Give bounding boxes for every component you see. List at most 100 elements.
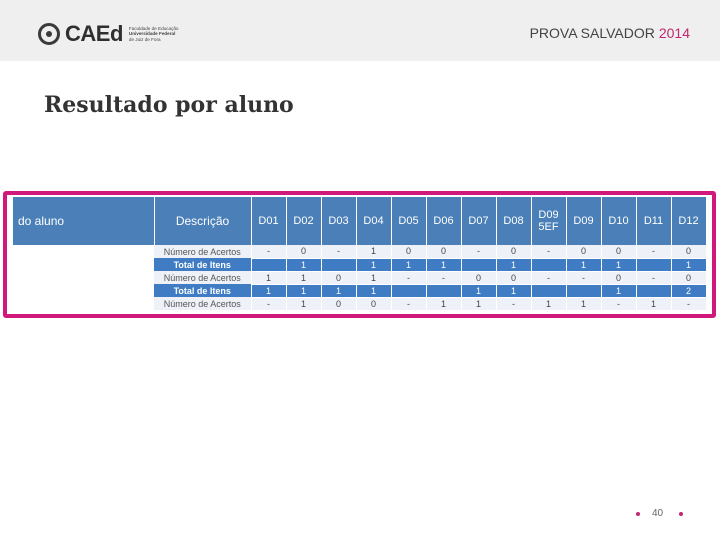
results-table-container: do aluno Descrição D01 D02 D03 D04 D05 D06 D07…	[13, 197, 707, 311]
table-cell: 1	[671, 258, 707, 272]
header-code: D04	[356, 197, 392, 245]
table-cell: 0	[601, 271, 637, 285]
table-cell: -	[636, 245, 672, 259]
logo-subtitle-line: Universidade Federal	[128, 31, 176, 37]
table-cell	[531, 284, 567, 298]
page-number: 40	[652, 508, 664, 519]
table-header-row: do aluno Descrição D01 D02 D03 D04 D05 D06 D07…	[13, 197, 707, 245]
table-cell: -	[566, 271, 602, 285]
table-cell: 0	[391, 245, 427, 259]
table-cell: 1	[286, 258, 322, 272]
student-name-cell	[13, 271, 154, 284]
table-cell: 1	[286, 271, 322, 285]
header-code: D11	[636, 197, 672, 245]
prova-year: 2014	[658, 25, 690, 41]
table-cell	[251, 258, 287, 272]
table-cell: 1	[321, 284, 357, 298]
results-table: do aluno Descrição D01 D02 D03 D04 D05 D06 D07…	[13, 197, 707, 311]
row-description: Número de Acertos	[154, 245, 252, 258]
table-cell: 1	[391, 258, 427, 272]
header-code: D06	[426, 197, 462, 245]
table-cell: 0	[671, 271, 707, 285]
footer-dot-icon	[679, 511, 684, 516]
table-cell: 1	[461, 284, 497, 298]
header-code: D12	[671, 197, 707, 245]
table-cell: 1	[461, 297, 497, 311]
footer-dot-icon	[636, 511, 640, 516]
table-cell: -	[636, 271, 672, 285]
table-cell: 2	[671, 284, 707, 298]
table-cell: 0	[601, 245, 637, 259]
header-code: D08	[496, 197, 532, 245]
table-cell: 1	[356, 245, 392, 259]
header-code: D02	[286, 197, 322, 245]
table-cell	[566, 284, 602, 298]
header-code: D05	[391, 197, 427, 245]
table-cell	[636, 258, 672, 272]
table-cell: -	[251, 297, 287, 311]
table-cell: -	[391, 297, 427, 311]
table-row: Número de Acertos -0-1 0 0-0-0 0-0	[13, 245, 707, 259]
table-cell: -	[496, 297, 532, 311]
table-cell: -	[531, 271, 567, 285]
table-cell	[636, 284, 672, 298]
caed-ring-icon	[38, 23, 60, 45]
logo-wordmark: CAEd	[65, 21, 123, 46]
student-name-cell	[13, 284, 154, 297]
table-cell: -	[321, 245, 357, 259]
table-cell	[321, 258, 357, 272]
table-body: Número de Acertos -0-1 0 0-0-0 0-0 Total de I…	[13, 245, 707, 311]
table-cell: 1	[426, 258, 462, 272]
table-cell: 1	[356, 271, 392, 285]
table-cell: 0	[426, 245, 462, 259]
table-cell: 1	[601, 258, 637, 272]
table-cell: 0	[566, 245, 602, 259]
table-cell: 0	[671, 245, 707, 259]
table-cell: 1	[286, 284, 322, 298]
table-cell	[426, 284, 462, 298]
header-code: D09	[566, 197, 602, 245]
table-row: Número de Acertos 1 1 0 1- -0 0- -0-0	[13, 271, 707, 285]
table-cell: -	[531, 245, 567, 259]
table-cell: -	[251, 245, 287, 259]
table-cell: 0	[461, 271, 497, 285]
slide-header: CAEd Faculdade de Educação Universidade …	[0, 0, 720, 61]
table-row: Total de Itens 1 1 1 1 1 1 1 1	[13, 258, 707, 272]
logo-subtitle-line: de Juiz de Fora	[128, 36, 161, 42]
table-cell: 0	[321, 297, 357, 311]
table-row: Número de Acertos -1 0 0-1 1-1 1-1-	[13, 297, 707, 311]
table-cell	[391, 284, 427, 298]
table-cell: 0	[496, 271, 532, 285]
row-description: Número de Acertos	[154, 297, 252, 310]
table-cell	[531, 258, 567, 272]
table-cell: 1	[426, 297, 462, 311]
table-cell: 1	[496, 258, 532, 272]
table-cell: 0	[286, 245, 322, 259]
slide-footer: 40	[636, 508, 684, 519]
logo-subtitle: Faculdade de Educação Universidade Feder…	[129, 26, 179, 42]
row-description: Total de Itens	[154, 284, 252, 297]
table-cell: 1	[601, 284, 637, 298]
table-cell: -	[601, 297, 637, 311]
logo-subtitle-line: Faculdade de Educação	[128, 25, 179, 31]
table-cell	[461, 258, 497, 272]
row-description: Número de Acertos	[154, 271, 252, 284]
table-cell: 1	[356, 284, 392, 298]
table-cell: 1	[531, 297, 567, 311]
table-cell: 1	[566, 258, 602, 272]
table-cell: -	[426, 271, 462, 285]
table-cell: -	[461, 245, 497, 259]
table-cell: 0	[321, 271, 357, 285]
table-cell: 0	[496, 245, 532, 259]
table-cell: 1	[636, 297, 672, 311]
table-cell: 1	[286, 297, 322, 311]
table-cell: 1	[251, 284, 287, 298]
caed-logo: CAEd Faculdade de Educação Universidade …	[38, 20, 178, 48]
header-description: Descrição	[154, 197, 252, 245]
table-cell: 1	[566, 297, 602, 311]
student-name-cell	[13, 297, 154, 310]
highlight-frame: do aluno Descrição D01 D02 D03 D04 D05 D06 D07…	[3, 191, 716, 318]
table-cell: 1	[496, 284, 532, 298]
header-code: D10	[601, 197, 637, 245]
header-code: D01	[251, 197, 287, 245]
